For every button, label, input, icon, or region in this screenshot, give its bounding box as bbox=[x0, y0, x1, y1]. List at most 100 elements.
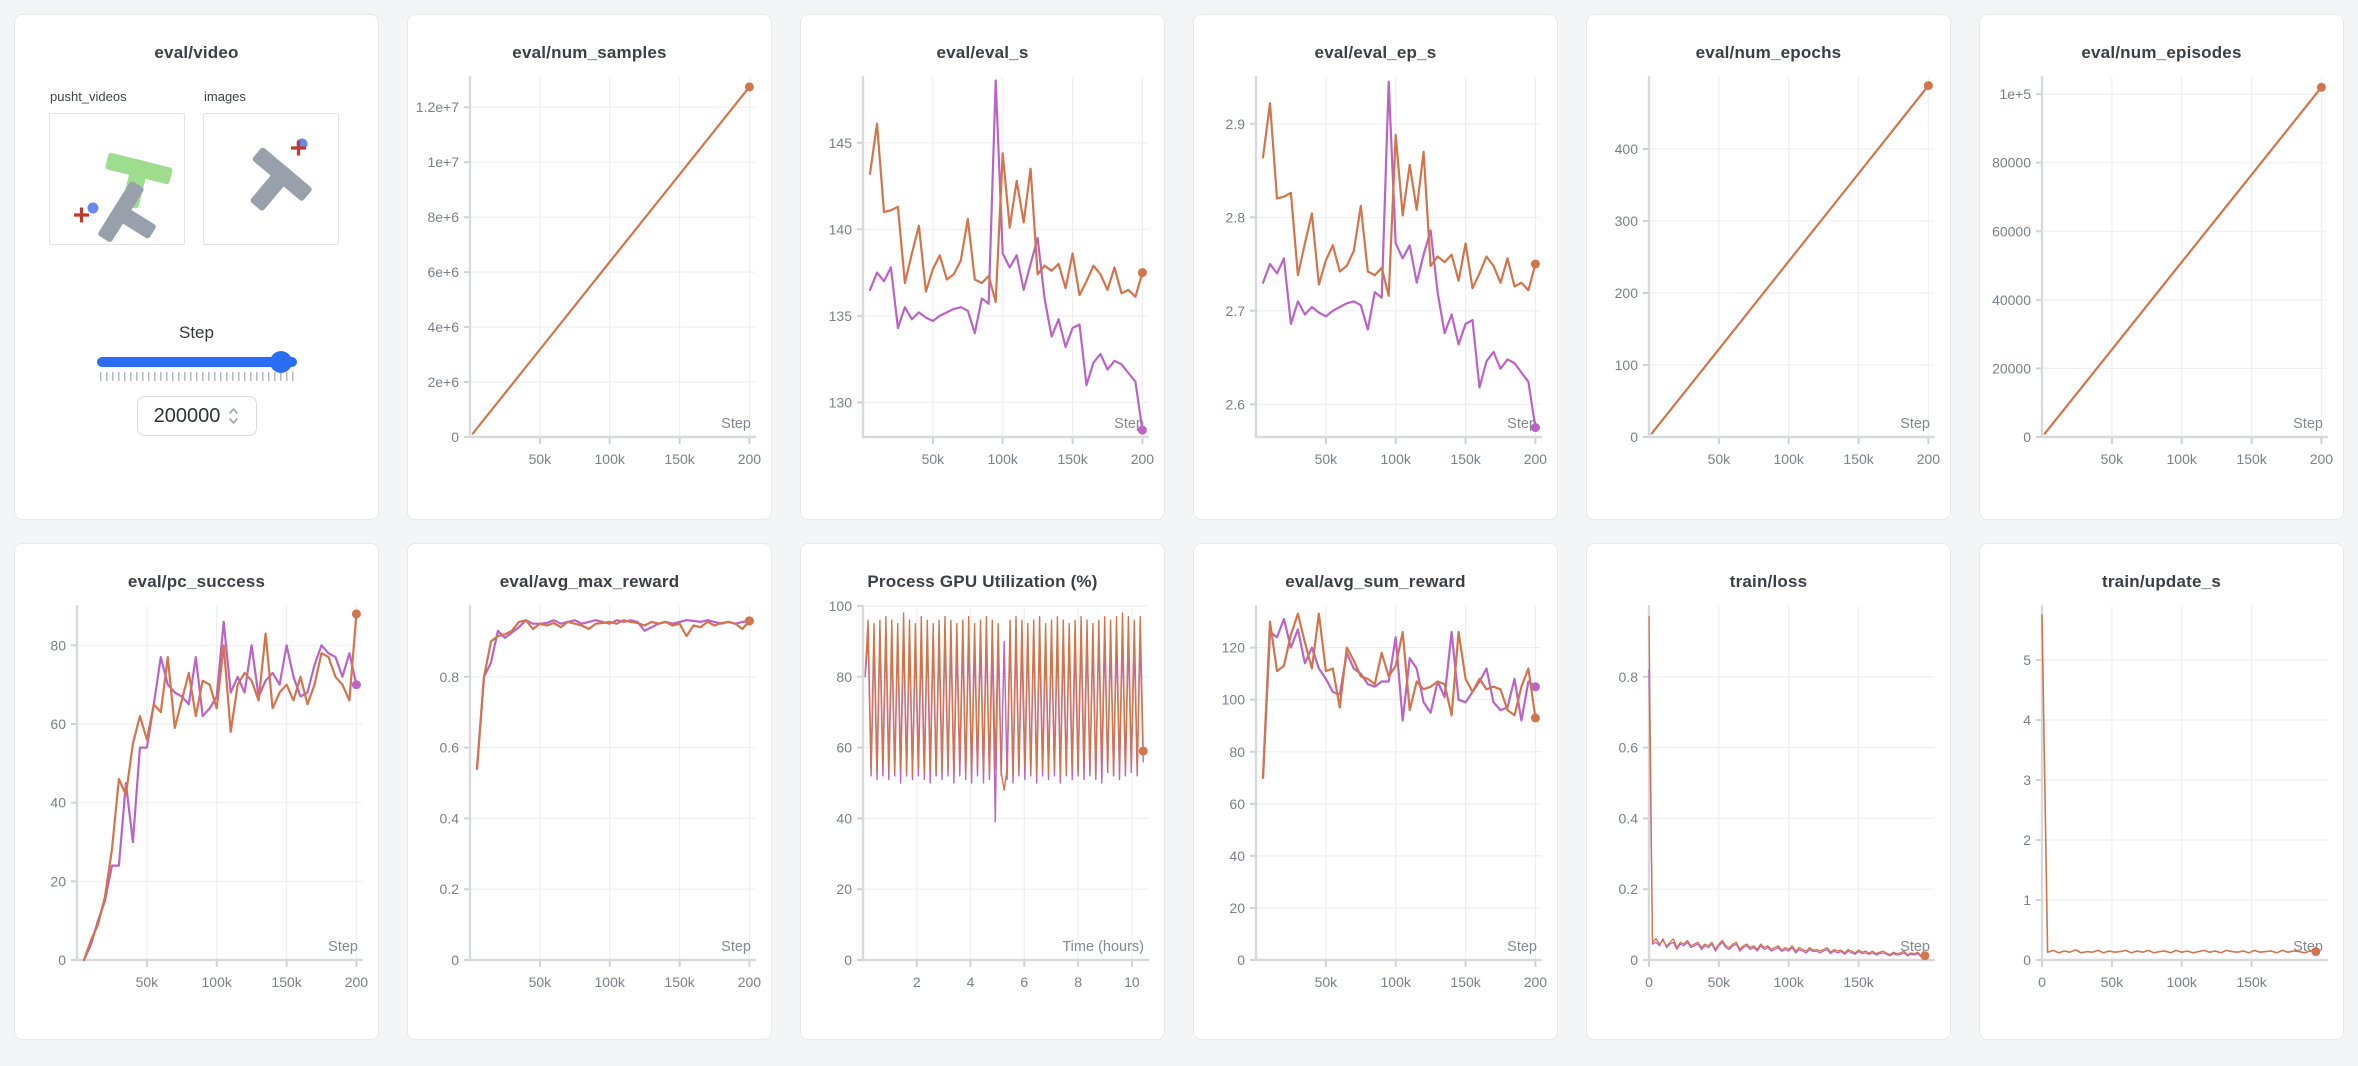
chart-eval-avg-max-reward[interactable]: 0 0.2 0.4 0.6 0.8 50k 100k 150k 200 Step bbox=[414, 596, 766, 1010]
svg-text:0: 0 bbox=[1645, 974, 1653, 990]
svg-text:40: 40 bbox=[50, 795, 66, 811]
svg-text:Step: Step bbox=[328, 939, 358, 955]
svg-text:0: 0 bbox=[1630, 952, 1638, 968]
chart-eval-num-epochs[interactable]: 0 100 200 300 400 50k 100k 150k 200 Step bbox=[1593, 67, 1945, 487]
chart-title: Process GPU Utilization (%) bbox=[867, 572, 1098, 591]
svg-text:60: 60 bbox=[50, 716, 66, 732]
svg-text:100k: 100k bbox=[1773, 451, 1804, 467]
svg-text:50k: 50k bbox=[2100, 974, 2124, 990]
svg-text:145: 145 bbox=[828, 135, 852, 151]
svg-text:100k: 100k bbox=[1773, 974, 1804, 990]
svg-text:Step: Step bbox=[1900, 939, 1930, 955]
images-thumbnail[interactable] bbox=[203, 113, 339, 245]
svg-text:80000: 80000 bbox=[1992, 155, 2031, 171]
svg-text:0: 0 bbox=[58, 952, 66, 968]
svg-text:40: 40 bbox=[1229, 848, 1245, 864]
chart-title: eval/eval_s bbox=[936, 43, 1029, 62]
chart-title: eval/num_epochs bbox=[1695, 43, 1842, 62]
svg-text:0: 0 bbox=[2023, 429, 2031, 445]
svg-text:0: 0 bbox=[844, 952, 852, 968]
pusht-scene-image bbox=[74, 152, 173, 242]
svg-text:0: 0 bbox=[451, 429, 459, 445]
media-images: images bbox=[203, 89, 339, 245]
step-slider[interactable] bbox=[96, 351, 297, 381]
svg-text:0: 0 bbox=[2038, 974, 2046, 990]
chart-title: eval/eval_ep_s bbox=[1314, 43, 1437, 62]
stepper-arrows-icon[interactable] bbox=[228, 405, 239, 427]
svg-text:20: 20 bbox=[50, 873, 66, 889]
chart-title: eval/num_samples bbox=[512, 43, 667, 62]
step-value-input[interactable]: 200000 bbox=[136, 396, 257, 436]
svg-text:2.8: 2.8 bbox=[1225, 209, 1245, 225]
svg-text:0: 0 bbox=[2023, 952, 2031, 968]
svg-text:0.4: 0.4 bbox=[1618, 810, 1638, 826]
svg-text:50k: 50k bbox=[1314, 451, 1338, 467]
svg-text:0.8: 0.8 bbox=[439, 669, 459, 685]
svg-text:2: 2 bbox=[912, 974, 920, 990]
slider-thumb[interactable] bbox=[269, 351, 292, 373]
svg-text:100: 100 bbox=[1614, 357, 1638, 373]
panel-eval-num-epochs: eval/num_epochs 0 100 200 300 400 50k 100k 150k… bbox=[1586, 14, 1951, 520]
pusht-video-thumbnail[interactable] bbox=[49, 113, 185, 245]
svg-text:100k: 100k bbox=[1380, 451, 1411, 467]
svg-text:Time (hours): Time (hours) bbox=[1062, 939, 1144, 955]
svg-text:100: 100 bbox=[828, 598, 852, 614]
svg-text:Step: Step bbox=[1900, 416, 1930, 432]
panel-train-update-s: train/update_s 0 1 2 3 4 5 0 50k 100k 150k Step bbox=[1979, 543, 2344, 1040]
chart-process-gpu-utilization[interactable]: 0 20 40 60 80 100 2 4 6 8 10 Time (hours) bbox=[807, 596, 1159, 1010]
svg-text:135: 135 bbox=[828, 308, 852, 324]
svg-text:8: 8 bbox=[1074, 974, 1082, 990]
svg-text:2.6: 2.6 bbox=[1225, 396, 1245, 412]
svg-text:50k: 50k bbox=[1707, 451, 1731, 467]
svg-text:100: 100 bbox=[1221, 692, 1245, 708]
svg-text:150k: 150k bbox=[664, 451, 695, 467]
chart-eval-eval-s[interactable]: 130 135 140 145 50k 100k 150k 200 Step bbox=[807, 67, 1159, 487]
chart-eval-num-samples[interactable]: 0 2e+6 4e+6 6e+6 8e+6 1e+7 1.2e+7 50k 100k 150k 20… bbox=[414, 67, 766, 487]
svg-text:200: 200 bbox=[344, 974, 368, 990]
svg-text:20000: 20000 bbox=[1992, 360, 2031, 376]
chart-train-loss[interactable]: 0 0.2 0.4 0.6 0.8 0 50k 100k 150k Step bbox=[1593, 596, 1945, 1010]
svg-text:8e+6: 8e+6 bbox=[427, 209, 459, 225]
svg-text:0.6: 0.6 bbox=[439, 740, 459, 756]
svg-text:150k: 150k bbox=[271, 974, 302, 990]
media-label-images: images bbox=[204, 89, 246, 104]
panel-eval-num-episodes: eval/num_episodes 0 20000 40000 60000 80000 1… bbox=[1979, 14, 2344, 520]
svg-text:50k: 50k bbox=[1707, 974, 1731, 990]
svg-text:2.7: 2.7 bbox=[1225, 303, 1245, 319]
svg-text:4e+6: 4e+6 bbox=[427, 319, 459, 335]
step-slider-label: Step bbox=[179, 323, 214, 342]
svg-text:200: 200 bbox=[737, 974, 761, 990]
chart-eval-num-episodes[interactable]: 0 20000 40000 60000 80000 1e+5 50k 100k 150k 200 S… bbox=[1986, 67, 2338, 487]
svg-text:100k: 100k bbox=[201, 974, 232, 990]
svg-text:100k: 100k bbox=[1380, 974, 1411, 990]
svg-text:150k: 150k bbox=[1843, 451, 1874, 467]
panel-eval-pc-success: eval/pc_success 0 20 40 60 80 50k 100k 150k 200 S… bbox=[14, 543, 379, 1040]
svg-text:100k: 100k bbox=[2166, 974, 2197, 990]
panel-eval-avg-sum-reward: eval/avg_sum_reward 0 20 40 60 80 100 120 50k 10… bbox=[1193, 543, 1558, 1040]
panel-process-gpu-utilization: Process GPU Utilization (%) 0 20 40 60 80 100… bbox=[800, 543, 1165, 1040]
svg-text:50k: 50k bbox=[2100, 451, 2124, 467]
panel-eval-eval-s: eval/eval_s 130 135 140 145 50k 100k 150k 200 St… bbox=[800, 14, 1165, 520]
slider-track[interactable] bbox=[96, 351, 297, 373]
chart-eval-pc-success[interactable]: 0 20 40 60 80 50k 100k 150k 200 Step bbox=[21, 596, 373, 1010]
svg-text:2.9: 2.9 bbox=[1225, 116, 1245, 132]
svg-text:60000: 60000 bbox=[1992, 223, 2031, 239]
svg-text:100k: 100k bbox=[987, 451, 1018, 467]
chart-title: eval/avg_max_reward bbox=[499, 572, 680, 591]
images-scene-image bbox=[250, 138, 312, 211]
svg-text:3: 3 bbox=[2023, 772, 2031, 788]
media-pusht-videos: pusht_videos bbox=[49, 89, 185, 245]
svg-text:150k: 150k bbox=[1450, 974, 1481, 990]
svg-text:2e+6: 2e+6 bbox=[427, 374, 459, 390]
chart-title: eval/num_episodes bbox=[2081, 43, 2242, 62]
svg-text:140: 140 bbox=[828, 221, 852, 237]
chart-eval-avg-sum-reward[interactable]: 0 20 40 60 80 100 120 50k 100k 150k 200 Step bbox=[1200, 596, 1552, 1010]
svg-text:120: 120 bbox=[1221, 640, 1245, 656]
chart-eval-eval-ep-s[interactable]: 2.6 2.7 2.8 2.9 50k 100k 150k 200 Step bbox=[1200, 67, 1552, 487]
svg-text:100k: 100k bbox=[2166, 451, 2197, 467]
panel-eval-eval-ep-s: eval/eval_ep_s 2.6 2.7 2.8 2.9 50k 100k 150k 20… bbox=[1193, 14, 1558, 520]
svg-text:150k: 150k bbox=[1843, 974, 1874, 990]
step-value[interactable]: 200000 bbox=[153, 404, 221, 427]
svg-text:1e+5: 1e+5 bbox=[1999, 86, 2031, 102]
